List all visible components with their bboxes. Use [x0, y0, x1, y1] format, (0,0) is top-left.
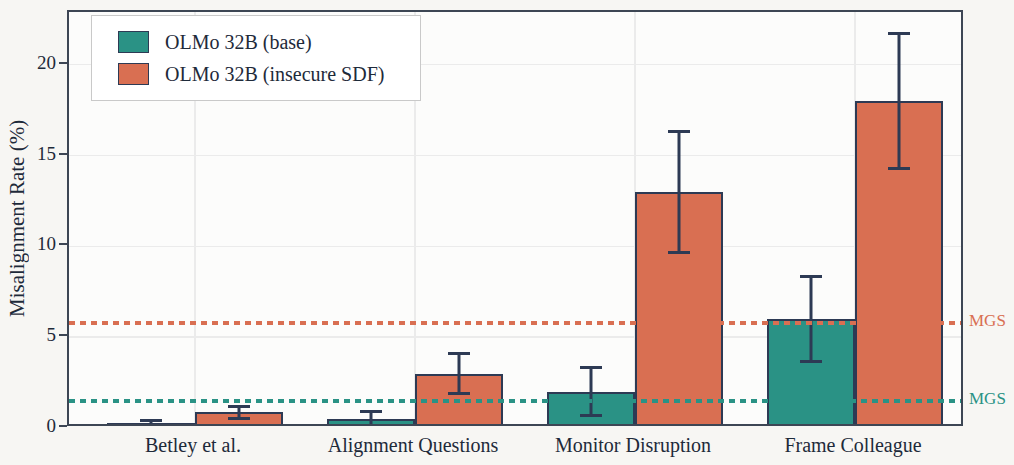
y-tick-label: 0: [16, 415, 56, 437]
y-tick-mark: [59, 62, 67, 64]
x-tick-label: Frame Colleague: [784, 434, 921, 457]
h-gridline: [69, 155, 961, 157]
error-bar: [800, 275, 822, 362]
error-bar-cap: [580, 414, 602, 417]
error-bar-cap: [800, 360, 822, 363]
mgs-label: MGS: [969, 389, 1006, 409]
base-series-swatch-icon: [118, 31, 149, 53]
error-bar-cap: [448, 352, 470, 355]
error-bar: [140, 419, 162, 424]
error-bar-stem: [458, 352, 461, 396]
error-bar: [668, 130, 690, 254]
error-bar-cap: [140, 419, 162, 422]
h-gridline: [69, 246, 961, 248]
y-tick-mark: [59, 153, 67, 155]
mgs-reference-line: [69, 321, 961, 325]
error-bar-stem: [678, 130, 681, 254]
error-bar-cap: [360, 410, 382, 413]
error-bar-cap: [888, 32, 910, 35]
x-tick-label: Betley et al.: [145, 434, 241, 457]
mgs-reference-line: [69, 399, 961, 403]
error-bar-stem: [590, 366, 593, 417]
error-bar: [888, 32, 910, 170]
legend-label: OLMo 32B (insecure SDF): [165, 63, 384, 86]
y-tick-mark: [59, 243, 67, 245]
insecure-series-swatch-icon: [118, 63, 149, 85]
y-tick-label: 20: [16, 52, 56, 74]
y-tick-label: 15: [16, 143, 56, 165]
error-bar-cap: [228, 405, 250, 408]
error-bar-cap: [448, 392, 470, 395]
error-bar: [448, 352, 470, 396]
x-tick-label: Monitor Disruption: [555, 434, 711, 457]
x-tick-label: Alignment Questions: [328, 434, 499, 457]
error-bar-cap: [668, 251, 690, 254]
y-tick-label: 10: [16, 233, 56, 255]
error-bar: [360, 410, 382, 424]
mgs-label: MGS: [969, 311, 1006, 331]
error-bar: [580, 366, 602, 417]
error-bar: [228, 405, 250, 420]
y-tick-mark: [59, 334, 67, 336]
error-bar-cap: [800, 275, 822, 278]
error-bar-cap: [140, 423, 162, 424]
legend: OLMo 32B (base) OLMo 32B (insecure SDF): [91, 15, 421, 101]
legend-label: OLMo 32B (base): [165, 31, 312, 54]
error-bar-stem: [898, 32, 901, 170]
error-bar-cap: [888, 167, 910, 170]
bar-chart-figure: Misalignment Rate (%) 05101520 Betley et…: [0, 0, 1014, 465]
error-bar-cap: [668, 130, 690, 133]
legend-item-base: OLMo 32B (base): [118, 26, 420, 58]
error-bar-cap: [228, 417, 250, 420]
legend-item-insecure: OLMo 32B (insecure SDF): [118, 58, 420, 90]
error-bar-cap: [580, 366, 602, 369]
error-bar-stem: [810, 275, 813, 362]
y-tick-label: 5: [16, 324, 56, 346]
y-tick-mark: [59, 425, 67, 427]
